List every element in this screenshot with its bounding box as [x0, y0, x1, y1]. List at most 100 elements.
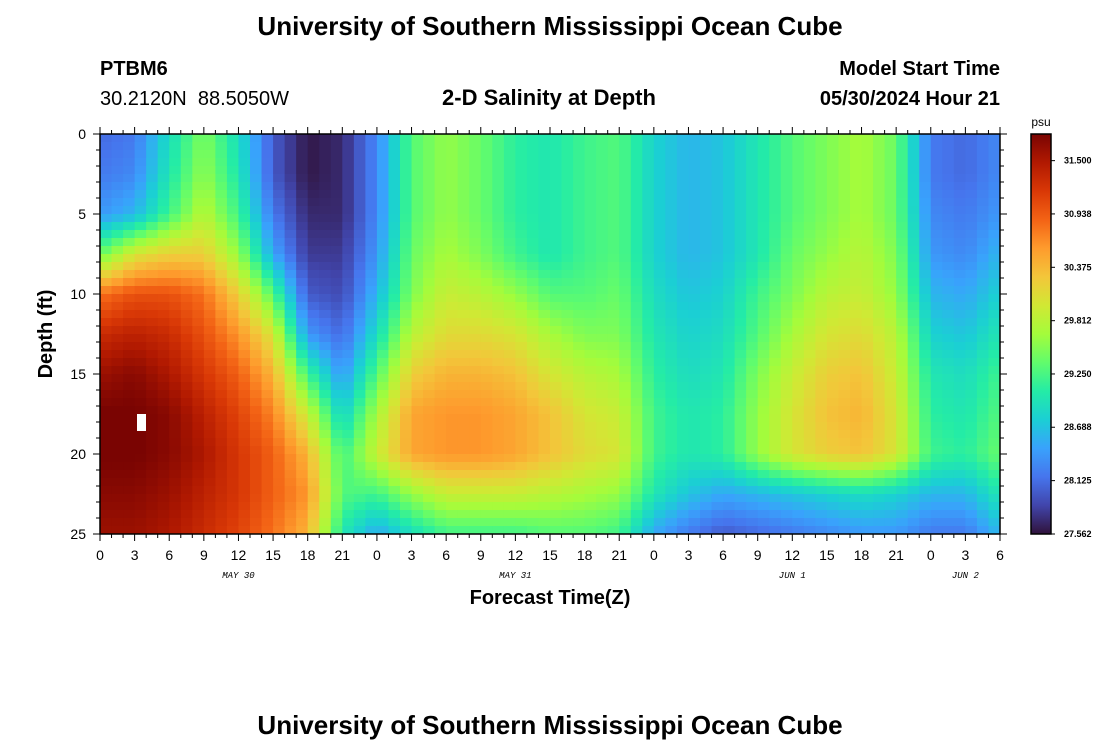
- heatmap-cell: [550, 358, 563, 367]
- heatmap-cell: [746, 486, 759, 495]
- heatmap-cell: [538, 230, 551, 239]
- heatmap-cell: [630, 502, 643, 511]
- heatmap-cell: [180, 302, 193, 311]
- heatmap-cell: [550, 222, 563, 231]
- heatmap-cell: [434, 494, 447, 503]
- heatmap-cell: [884, 166, 897, 175]
- heatmap-cell: [769, 478, 782, 487]
- heatmap-cell: [815, 358, 828, 367]
- heatmap-cell: [250, 358, 263, 367]
- heatmap-cell: [942, 270, 955, 279]
- heatmap-cell: [365, 382, 378, 391]
- heatmap-cell: [342, 206, 355, 215]
- heatmap-cell: [584, 406, 597, 415]
- heatmap-cell: [296, 422, 309, 431]
- heatmap-cell: [446, 310, 459, 319]
- heatmap-cell: [480, 246, 493, 255]
- heatmap-cell: [411, 374, 424, 383]
- heatmap-cell: [953, 526, 966, 534]
- heatmap-cell: [561, 286, 574, 295]
- heatmap-cell: [480, 486, 493, 495]
- heatmap-cell: [307, 158, 320, 167]
- heatmap-cell: [238, 518, 251, 527]
- heatmap-cell: [307, 526, 320, 534]
- heatmap-cell: [815, 366, 828, 375]
- heatmap-cell: [607, 182, 620, 191]
- heatmap-cell: [803, 470, 816, 479]
- heatmap-cell: [411, 398, 424, 407]
- heatmap-cell: [111, 286, 124, 295]
- heatmap-cell: [192, 342, 205, 351]
- heatmap-cell: [342, 150, 355, 159]
- heatmap-cell: [388, 342, 401, 351]
- heatmap-cell: [769, 190, 782, 199]
- heatmap-cell: [538, 454, 551, 463]
- heatmap-cell: [700, 390, 713, 399]
- heatmap-cell: [976, 262, 990, 271]
- heatmap-cell: [169, 398, 182, 407]
- x-tick-label: 0: [650, 547, 658, 563]
- heatmap-cell: [446, 446, 459, 455]
- heatmap-cell: [457, 510, 470, 519]
- heatmap-cell: [250, 158, 263, 167]
- heatmap-cell: [907, 358, 920, 367]
- heatmap-cell: [400, 286, 413, 295]
- heatmap-cell: [688, 294, 701, 303]
- heatmap-cell: [111, 526, 124, 534]
- heatmap-cell: [907, 158, 920, 167]
- heatmap-cell: [953, 326, 966, 335]
- heatmap-cell: [111, 446, 124, 455]
- heatmap-cell: [803, 222, 816, 231]
- heatmap-cell: [492, 182, 505, 191]
- heatmap-cell: [469, 230, 482, 239]
- heatmap-cell: [238, 150, 251, 159]
- heatmap-cell: [550, 270, 563, 279]
- heatmap-cell: [861, 446, 874, 455]
- heatmap-cell: [480, 286, 493, 295]
- x-tick-label: 0: [927, 547, 935, 563]
- heatmap-cell: [376, 374, 390, 383]
- heatmap-cell: [469, 206, 482, 215]
- heatmap-cell: [330, 462, 343, 471]
- heatmap-cell: [976, 302, 990, 311]
- heatmap-cell: [538, 198, 551, 207]
- heatmap-cell: [665, 134, 678, 143]
- heatmap-cell: [376, 302, 390, 311]
- heatmap-cell: [676, 286, 690, 295]
- heatmap-cell: [388, 478, 401, 487]
- heatmap-cell: [503, 350, 516, 359]
- heatmap-cell: [400, 358, 413, 367]
- heatmap-cell: [538, 526, 551, 534]
- heatmap-cell: [573, 214, 586, 223]
- heatmap-cell: [192, 510, 205, 519]
- heatmap-cell: [573, 358, 586, 367]
- heatmap-cell: [180, 406, 193, 415]
- heatmap-cell: [688, 510, 701, 519]
- heatmap-cell: [792, 214, 805, 223]
- heatmap-cell: [330, 454, 343, 463]
- heatmap-cell: [976, 134, 990, 143]
- heatmap-cell: [826, 526, 840, 534]
- heatmap-cell: [561, 366, 574, 375]
- heatmap-cell: [123, 134, 136, 143]
- heatmap-cell: [653, 502, 666, 511]
- heatmap-cell: [365, 310, 378, 319]
- heatmap-cell: [769, 326, 782, 335]
- heatmap-cell: [838, 214, 851, 223]
- heatmap-cell: [134, 342, 147, 351]
- heatmap-cell: [457, 446, 470, 455]
- heatmap-cell: [676, 134, 690, 143]
- heatmap-cell: [469, 510, 482, 519]
- heatmap-cell: [746, 214, 759, 223]
- heatmap-cell: [919, 326, 932, 335]
- heatmap-cell: [561, 134, 574, 143]
- heatmap-cell: [757, 222, 770, 231]
- heatmap-cell: [619, 310, 632, 319]
- heatmap-cell: [746, 278, 759, 287]
- heatmap-cell: [388, 270, 401, 279]
- heatmap-cell: [434, 198, 447, 207]
- heatmap-cell: [803, 502, 816, 511]
- heatmap-cell: [769, 358, 782, 367]
- heatmap-cell: [896, 334, 909, 343]
- heatmap-cell: [896, 214, 909, 223]
